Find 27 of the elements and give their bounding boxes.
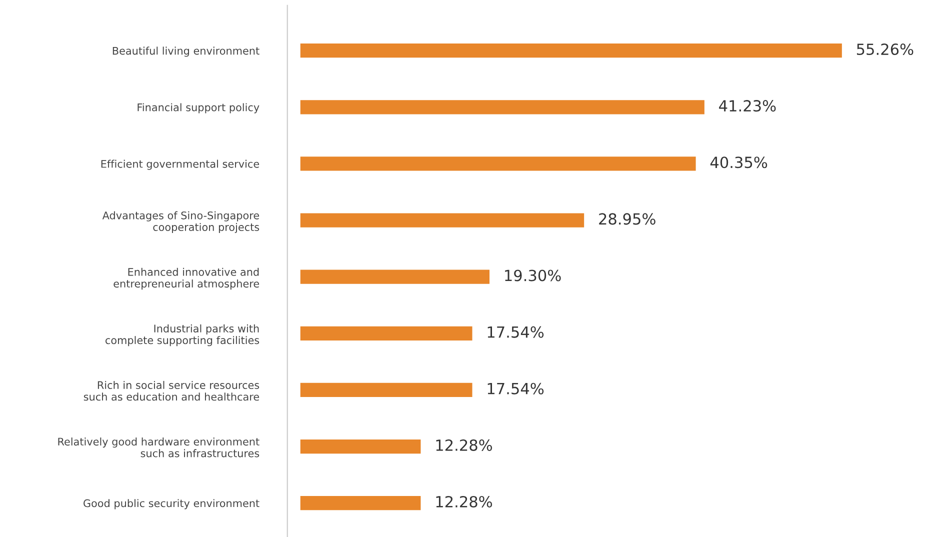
y-tick-label: Enhanced innovative and entrepreneurial atmosphere [114, 268, 260, 290]
bar [300, 496, 421, 510]
y-tick-label: Rich in social service resources such as education and healthcare [84, 380, 260, 401]
bar [300, 382, 472, 398]
y-tick-label: Good public security environment [84, 499, 260, 510]
y-tick-label: Financial support policy [138, 103, 260, 114]
bar [300, 100, 704, 114]
data-label: 40.35% [710, 156, 768, 168]
data-label: 17.54% [488, 326, 544, 338]
bar [300, 270, 490, 284]
y-tick-label: Advantages of Sino-Singapore cooperation projects [102, 211, 260, 234]
bar [300, 439, 421, 454]
data-label: 17.54% [488, 382, 544, 394]
data-label: 12.28% [436, 439, 492, 451]
data-label: 12.28% [436, 496, 492, 508]
y-tick-label: Beautiful living environment [112, 46, 260, 57]
data-label: 28.95% [599, 213, 656, 225]
bar [300, 156, 696, 171]
data-label: 55.26% [856, 43, 914, 56]
y-tick-label: Efficient governmental service [101, 160, 260, 170]
bar [300, 326, 472, 340]
y-tick-label: Industrial parks with complete supporting facilities [106, 324, 260, 346]
data-label: 19.30% [505, 270, 561, 282]
data-label: 41.23% [719, 100, 776, 112]
y-tick-label: Relatively good hardware environment such as infrastructures [58, 438, 260, 458]
bar [300, 44, 842, 58]
bar [300, 213, 584, 228]
